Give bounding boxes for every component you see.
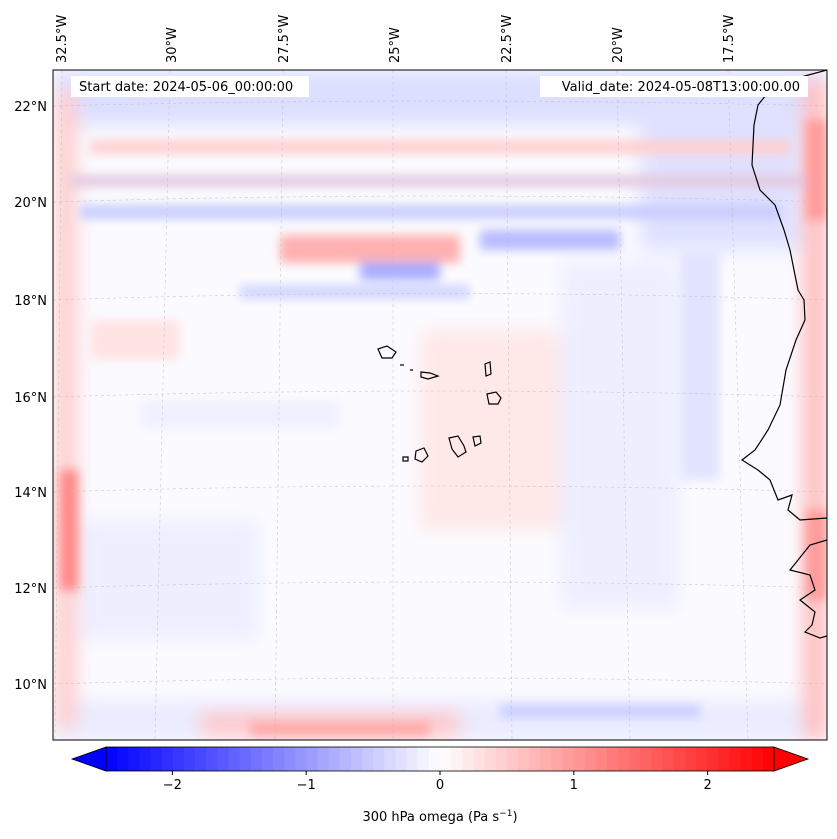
colorbar-block	[673, 747, 686, 771]
colorbar-block	[662, 747, 675, 771]
colorbar-block	[206, 747, 218, 771]
colorbar-block	[517, 747, 530, 771]
lat-label: 20°N	[14, 196, 47, 211]
valid-date-label: Valid_date: 2024-05-08T13:00:00.00	[562, 80, 800, 95]
start-date-box	[71, 76, 309, 97]
colorbar-block	[117, 747, 129, 771]
colorbar-tick-label: −1	[297, 778, 316, 793]
lat-label: 10°N	[14, 678, 47, 693]
colorbar-block	[584, 747, 597, 771]
lon-label: 25°W	[388, 27, 403, 63]
colorbar-block	[562, 747, 575, 771]
lon-label: 17.5°W	[722, 15, 737, 63]
colorbar-block	[273, 747, 285, 771]
lon-label: 20°W	[611, 27, 626, 63]
coastline	[377, 70, 827, 639]
colorbar-label: 300 hPa omega (Pa s−1)	[362, 809, 517, 825]
colorbar-block	[395, 747, 408, 771]
latitude-labels: 22°N 20°N 18°N 16°N 14°N 12°N 10°N	[14, 100, 47, 693]
colorbar-block	[751, 747, 764, 771]
colorbar-block	[362, 747, 374, 771]
colorbar-block	[607, 747, 619, 771]
colorbar-block	[172, 747, 185, 771]
colorbar-block	[161, 747, 174, 771]
colorbar-block	[350, 747, 363, 771]
colorbar-tick-label: 0	[436, 778, 444, 793]
colorbar-tick-label: 2	[703, 778, 711, 793]
colorbar-block	[484, 747, 497, 771]
colorbar-block	[573, 747, 586, 771]
colorbar-min-extension	[70, 746, 107, 772]
colorbar-block	[640, 747, 653, 771]
colorbar-block	[150, 747, 163, 771]
lon-label: 32.5°W	[55, 15, 70, 63]
colorbar-block	[106, 747, 118, 771]
colorbar-block	[406, 747, 419, 771]
map-panel: Start date: 2024-05-06_00:00:00 Valid_da…	[53, 70, 827, 740]
colorbar-block	[629, 747, 641, 771]
lat-label: 22°N	[14, 100, 47, 115]
colorbar-block	[417, 747, 430, 771]
colorbar-block	[139, 747, 152, 771]
colorbar-block	[762, 747, 775, 771]
lat-label: 16°N	[14, 391, 47, 406]
lon-label: 22.5°W	[500, 15, 515, 63]
colorbar-block	[428, 747, 441, 771]
lon-label: 27.5°W	[277, 15, 292, 63]
colorbar-block	[239, 747, 252, 771]
colorbar-block	[373, 747, 385, 771]
colorbar-block	[451, 747, 463, 771]
colorbar-block	[729, 747, 742, 771]
colorbar-block	[217, 747, 230, 771]
colorbar-block	[462, 747, 474, 771]
colorbar-block	[740, 747, 753, 771]
colorbar-block	[339, 747, 352, 771]
colorbar-ticks: −2 −1 0 1 2	[163, 771, 712, 793]
start-date-label: Start date: 2024-05-06_00:00:00	[79, 80, 293, 95]
colorbar-block	[228, 747, 241, 771]
colorbar-block	[328, 747, 341, 771]
colorbar-block	[250, 747, 263, 771]
valid-date-box	[540, 76, 808, 97]
graticule	[53, 70, 827, 740]
lon-label: 30°W	[165, 27, 180, 63]
colorbar-block	[317, 747, 330, 771]
colorbar-block	[506, 747, 519, 771]
colorbar: −2 −1 0 1 2 300 hPa omega (Pa s−1)	[70, 746, 810, 825]
colorbar-block	[473, 747, 486, 771]
colorbar-block	[595, 747, 608, 771]
colorbar-block	[707, 747, 719, 771]
longitude-labels: 32.5°W 30°W 27.5°W 25°W 22.5°W 20°W 17.5…	[55, 15, 737, 63]
colorbar-block	[195, 747, 207, 771]
colorbar-block	[261, 747, 274, 771]
colorbar-block	[183, 747, 196, 771]
colorbar-block	[284, 747, 296, 771]
colorbar-block	[651, 747, 664, 771]
colorbar-block	[128, 747, 140, 771]
colorbar-tick-label: −2	[163, 778, 182, 793]
colorbar-block	[529, 747, 541, 771]
colorbar-blocks	[106, 747, 775, 771]
colorbar-block	[696, 747, 708, 771]
colorbar-block	[540, 747, 552, 771]
colorbar-block	[551, 747, 564, 771]
colorbar-block	[440, 747, 452, 771]
map-frame	[52, 69, 828, 741]
colorbar-block	[495, 747, 508, 771]
colorbar-block	[684, 747, 697, 771]
colorbar-block	[718, 747, 731, 771]
colorbar-max-extension	[773, 746, 810, 772]
colorbar-tick-label: 1	[570, 778, 578, 793]
colorbar-block	[618, 747, 630, 771]
lat-label: 18°N	[14, 294, 47, 309]
lat-label: 12°N	[14, 582, 47, 597]
colorbar-block	[306, 747, 319, 771]
lat-label: 14°N	[14, 486, 47, 501]
colorbar-block	[295, 747, 307, 771]
colorbar-block	[384, 747, 397, 771]
